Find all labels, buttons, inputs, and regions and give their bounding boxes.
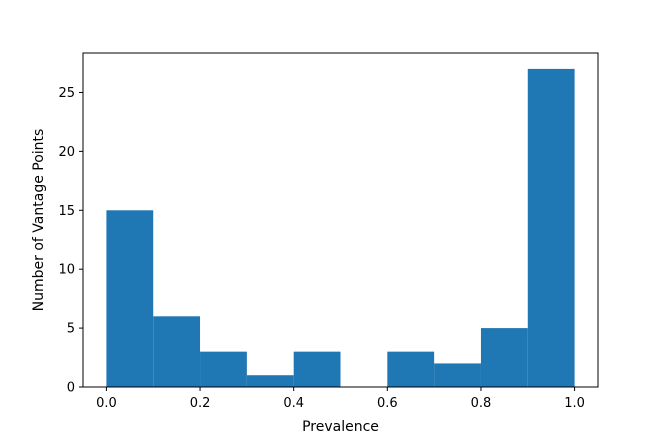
x-tick-label: 0.4 — [283, 396, 304, 411]
y-tick-label: 10 — [58, 263, 75, 278]
y-tick-label: 5 — [67, 322, 75, 337]
y-axis-label: Number of Vantage Points — [31, 129, 47, 312]
histogram-bar — [480, 328, 528, 387]
x-tick-label: 1.0 — [564, 396, 585, 411]
y-ticks-group: 0 5 10 15 20 25 — [58, 86, 83, 396]
x-tick-label: 0.2 — [190, 396, 211, 411]
histogram-bar — [527, 68, 575, 388]
histogram-bar — [293, 351, 341, 387]
histogram-bar — [106, 210, 154, 387]
plot-frame — [82, 52, 599, 388]
x-axis-label: Prevalence — [302, 419, 379, 435]
x-tick-label: 0.6 — [377, 396, 398, 411]
bars-group — [106, 68, 575, 388]
histogram-bar — [246, 375, 294, 387]
y-tick-label: 15 — [58, 204, 75, 219]
x-ticks-group: 0.0 0.2 0.4 0.6 0.8 1.0 — [96, 387, 585, 411]
histogram-bar — [387, 351, 435, 387]
histogram-bar — [200, 351, 247, 387]
y-tick-label: 0 — [67, 381, 75, 396]
y-tick-label: 25 — [58, 86, 75, 101]
x-tick-label: 0.8 — [471, 396, 492, 411]
y-tick-label: 20 — [58, 145, 75, 160]
x-tick-label: 0.0 — [96, 396, 117, 411]
histogram-bar — [434, 363, 481, 387]
histogram-bar — [153, 316, 201, 387]
